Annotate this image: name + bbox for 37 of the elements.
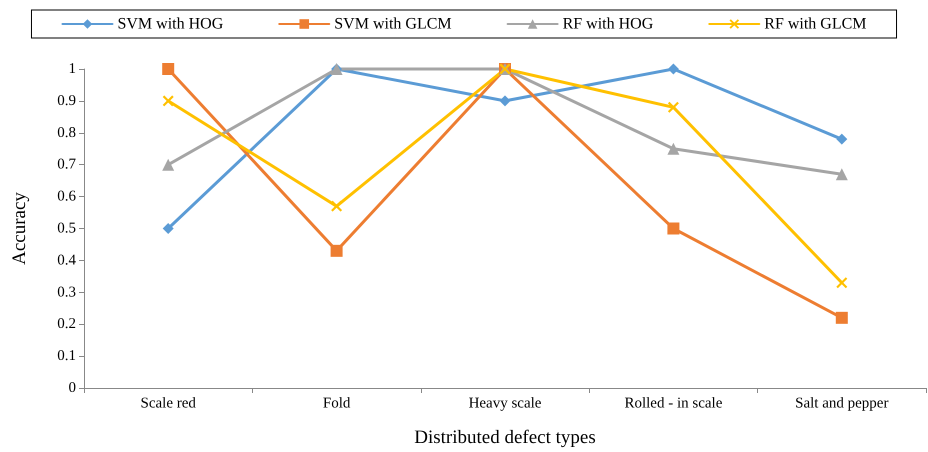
point [500,95,510,106]
point [836,277,848,288]
y-tick-label: 0.1 [57,348,76,364]
y-tick-label: 0 [68,380,76,396]
x-tick-label: Salt and pepper [795,396,888,412]
point [162,158,174,171]
y-tick-label: 0.9 [57,92,76,109]
point [162,95,174,106]
x-axis-title: Distributed defect types [414,427,596,448]
point [162,63,174,75]
y-tick-label: 0.7 [57,156,76,173]
y-tick-label: 0.6 [57,188,76,205]
point [162,223,174,234]
point [836,168,848,180]
y-tick-label: 0.3 [57,284,76,300]
legend-label: SVM with GLCM [334,16,452,32]
legend-label: SVM with HOG [117,16,224,32]
point [668,102,679,113]
y-tick-label: 0.8 [57,124,76,141]
point [667,142,680,155]
point [836,312,848,324]
point [836,134,848,145]
x-tick-label: Heavy scale [468,396,542,412]
y-tick-label: 1 [68,61,76,77]
point [331,200,342,212]
legend-label: RF with HOG [562,16,654,32]
y-axis-title: Accuracy [9,192,30,265]
point [668,64,679,74]
x-tick-label: Scale red [140,396,196,412]
y-tick-label: 0.5 [57,220,76,236]
legend-label: RF with GLCM [764,16,867,32]
x-tick-label: Rolled - in scale [624,396,723,412]
y-tick-label: 0.2 [57,316,76,332]
x-tick-label: Fold [322,396,351,412]
point [330,244,343,257]
point [667,222,680,234]
y-tick-label: 0.4 [57,252,76,268]
